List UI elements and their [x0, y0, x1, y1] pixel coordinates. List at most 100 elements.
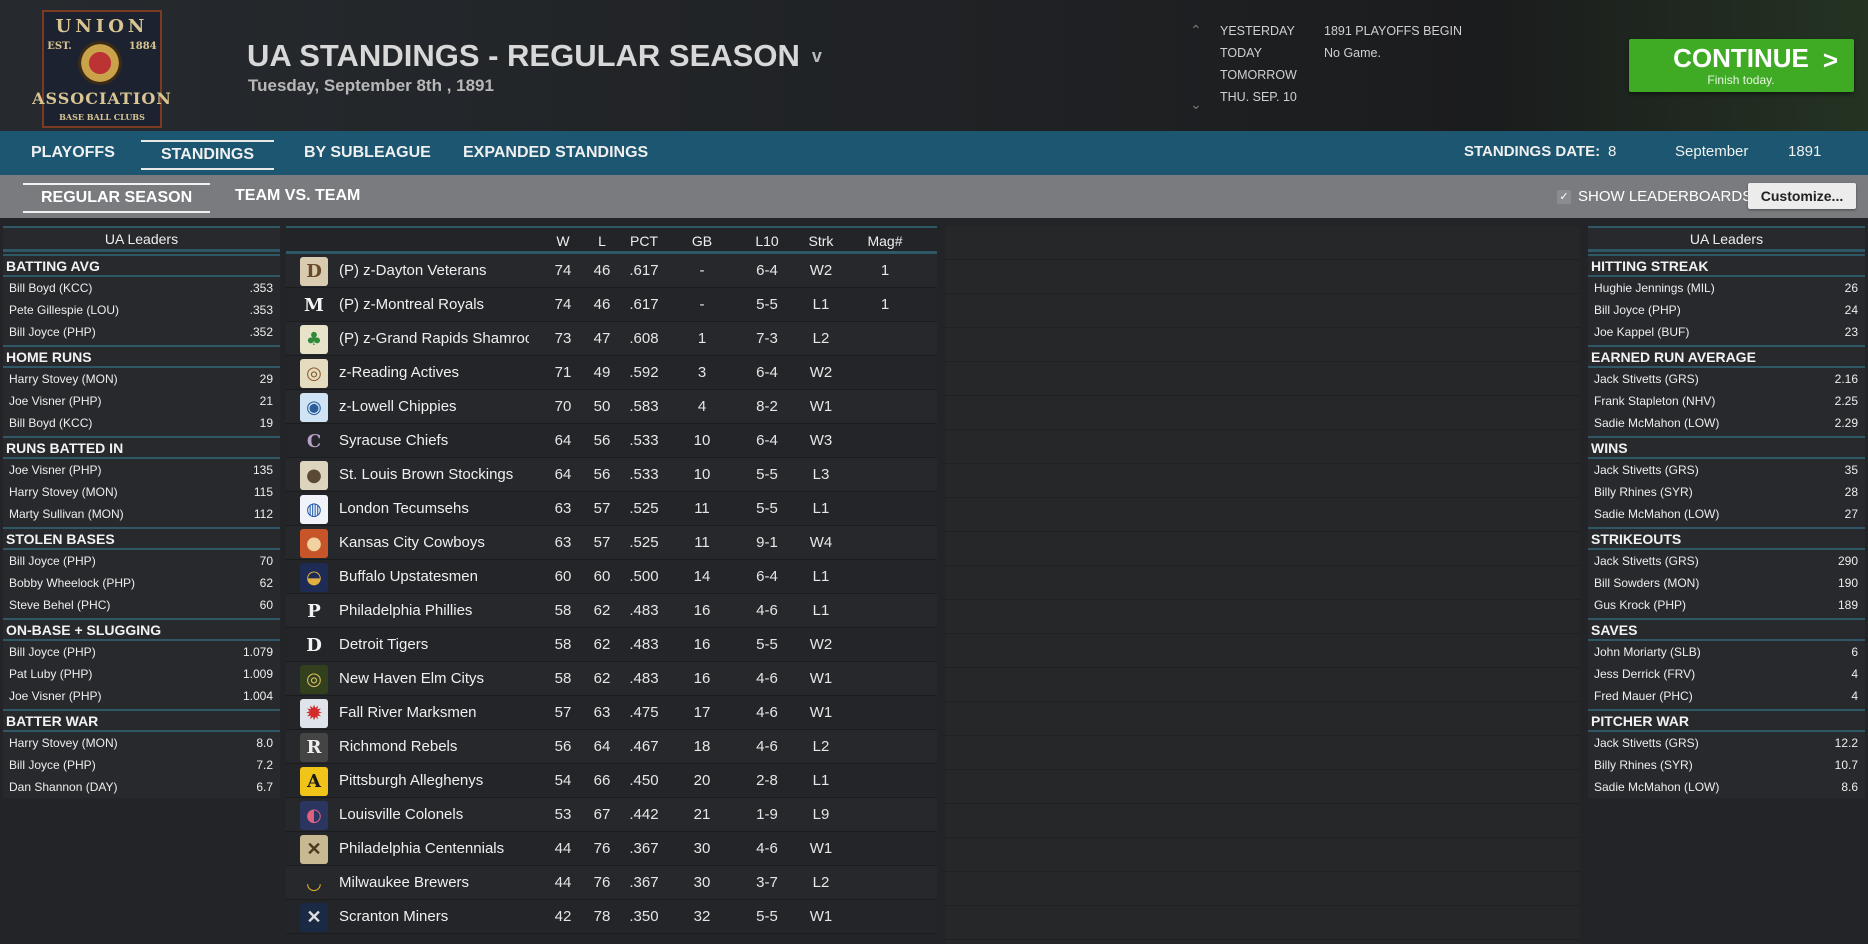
chevron-up-icon[interactable]: ⌃ — [1190, 22, 1202, 38]
team-name[interactable]: (P) z-Dayton Veterans — [339, 262, 487, 279]
team-name[interactable]: (P) z-Grand Rapids Shamrocks — [339, 330, 529, 347]
table-row[interactable]: D Detroit Tigers 58 62 .483 16 5-5 W2 — [286, 628, 937, 662]
column-header-l10[interactable]: L10 — [755, 233, 779, 249]
leader-row[interactable]: Fred Mauer (PHC) 4 — [1588, 685, 1865, 707]
leader-row[interactable]: Jack Stivetts (GRS) 290 — [1588, 550, 1865, 572]
leader-row[interactable]: Bill Sowders (MON) 190 — [1588, 572, 1865, 594]
subtab-regular-season[interactable]: REGULAR SEASON — [23, 183, 211, 213]
leader-row[interactable]: Sadie McMahon (LOW) 2.29 — [1588, 412, 1865, 434]
date-label-today[interactable]: TODAY — [1220, 46, 1262, 60]
table-row[interactable]: ♣ (P) z-Grand Rapids Shamrocks 73 47 .608 1 7-… — [286, 322, 937, 356]
team-name[interactable]: Scranton Miners — [339, 908, 449, 925]
continue-button[interactable]: CONTINUE Finish today. > — [1629, 39, 1854, 92]
tab-by-subleague[interactable]: BY SUBLEAGUE — [304, 144, 431, 161]
column-header-l[interactable]: L — [598, 233, 606, 249]
team-name[interactable]: z-Lowell Chippies — [339, 398, 457, 415]
leader-row[interactable]: Bobby Wheelock (PHP) 62 — [3, 572, 280, 594]
tab-standings[interactable]: STANDINGS — [141, 140, 275, 170]
table-row[interactable]: ● Kansas City Cowboys 63 57 .525 11 9-1 W4 — [286, 526, 937, 560]
leader-row[interactable]: Billy Rhines (SYR) 10.7 — [1588, 754, 1865, 776]
leader-row[interactable]: Bill Joyce (PHP) 7.2 — [3, 754, 280, 776]
leader-row[interactable]: Dan Shannon (DAY) 6.7 — [3, 776, 280, 798]
show-leaderboards-label[interactable]: SHOW LEADERBOARDS — [1578, 188, 1753, 205]
leader-row[interactable]: Harry Stovey (MON) 29 — [3, 368, 280, 390]
leader-row[interactable]: Jack Stivetts (GRS) 2.16 — [1588, 368, 1865, 390]
leader-row[interactable]: Bill Joyce (PHP) 1.079 — [3, 641, 280, 663]
table-row[interactable]: M (P) z-Montreal Royals 74 46 .617 - 5-5 L1 1 — [286, 288, 937, 322]
leader-row[interactable]: Bill Boyd (KCC) .353 — [3, 277, 280, 299]
team-name[interactable]: Kansas City Cowboys — [339, 534, 485, 551]
chevron-down-icon[interactable]: v — [811, 45, 822, 66]
leader-row[interactable]: John Moriarty (SLB) 6 — [1588, 641, 1865, 663]
date-label-tomorrow[interactable]: TOMORROW — [1220, 68, 1297, 82]
leader-row[interactable]: Sadie McMahon (LOW) 8.6 — [1588, 776, 1865, 798]
table-row[interactable]: ◡ Milwaukee Brewers 44 76 .367 30 3-7 L2 — [286, 866, 937, 900]
leader-row[interactable]: Harry Stovey (MON) 115 — [3, 481, 280, 503]
leader-row[interactable]: Frank Stapleton (NHV) 2.25 — [1588, 390, 1865, 412]
table-row[interactable]: D (P) z-Dayton Veterans 74 46 .617 - 6-4 W2 1 — [286, 254, 937, 288]
column-header-mag-num[interactable]: Mag# — [867, 233, 903, 249]
leader-row[interactable]: Billy Rhines (SYR) 28 — [1588, 481, 1865, 503]
leader-row[interactable]: Steve Behel (PHC) 60 — [3, 594, 280, 616]
subtab-team-vs-team[interactable]: TEAM VS. TEAM — [235, 187, 361, 204]
table-row[interactable]: ◍ London Tecumsehs 63 57 .525 11 5-5 L1 — [286, 492, 937, 526]
team-name[interactable]: London Tecumsehs — [339, 500, 469, 517]
table-row[interactable]: C Syracuse Chiefs 64 56 .533 10 6-4 W3 — [286, 424, 937, 458]
column-header-w[interactable]: W — [556, 233, 570, 249]
standings-date-day[interactable]: 8 — [1608, 143, 1617, 160]
team-name[interactable]: Milwaukee Brewers — [339, 874, 470, 891]
team-name[interactable]: Syracuse Chiefs — [339, 432, 449, 449]
leader-row[interactable]: Bill Joyce (PHP) 70 — [3, 550, 280, 572]
column-header-pct[interactable]: PCT — [630, 233, 658, 249]
team-name[interactable]: Philadelphia Centennials — [339, 840, 505, 857]
team-name[interactable]: z-Reading Actives — [339, 364, 460, 381]
team-name[interactable]: Pittsburgh Alleghenys — [339, 772, 484, 789]
leader-row[interactable]: Gus Krock (PHP) 189 — [1588, 594, 1865, 616]
tab-expanded-standings[interactable]: EXPANDED STANDINGS — [463, 144, 649, 161]
table-row[interactable]: ● St. Louis Brown Stockings 64 56 .533 10 5-5 L… — [286, 458, 937, 492]
standings-date-month[interactable]: September — [1675, 143, 1749, 160]
page-title-dropdown[interactable]: UA STANDINGS - REGULAR SEASON v — [247, 38, 822, 74]
tab-playoffs[interactable]: PLAYOFFS — [31, 144, 115, 161]
column-header-gb[interactable]: GB — [691, 233, 713, 249]
team-name[interactable]: St. Louis Brown Stockings — [339, 466, 514, 483]
leader-row[interactable]: Harry Stovey (MON) 8.0 — [3, 732, 280, 754]
customize-button[interactable]: Customize... — [1748, 183, 1856, 209]
show-leaderboards-checkbox[interactable]: ✓ — [1557, 190, 1571, 204]
table-row[interactable]: ◐ Louisville Colonels 53 67 .442 21 1-9 L9 — [286, 798, 937, 832]
team-name[interactable]: Philadelphia Phillies — [339, 602, 473, 619]
date-label-yesterday[interactable]: YESTERDAY — [1220, 24, 1295, 38]
team-name[interactable]: Buffalo Upstatesmen — [339, 568, 478, 585]
leader-row[interactable]: Marty Sullivan (MON) 112 — [3, 503, 280, 525]
team-name[interactable]: (P) z-Montreal Royals — [339, 296, 485, 313]
leader-row[interactable]: Joe Visner (PHP) 135 — [3, 459, 280, 481]
leader-row[interactable]: Jack Stivetts (GRS) 35 — [1588, 459, 1865, 481]
table-row[interactable]: R Richmond Rebels 56 64 .467 18 4-6 L2 — [286, 730, 937, 764]
column-header-strk[interactable]: Strk — [808, 233, 834, 249]
leader-row[interactable]: Pat Luby (PHP) 1.009 — [3, 663, 280, 685]
table-row[interactable]: ✹ Fall River Marksmen 57 63 .475 17 4-6 W1 — [286, 696, 937, 730]
leader-row[interactable]: Hughie Jennings (MIL) 26 — [1588, 277, 1865, 299]
table-row[interactable]: ✕ Philadelphia Centennials 44 76 .367 30 4-6 W1 — [286, 832, 937, 866]
team-name[interactable]: Richmond Rebels — [339, 738, 458, 755]
table-row[interactable]: A Pittsburgh Alleghenys 54 66 .450 20 2-8 L1 — [286, 764, 937, 798]
chevron-down-icon[interactable]: ⌄ — [1190, 96, 1202, 112]
table-row[interactable]: ◉ z-Lowell Chippies 70 50 .583 4 8-2 W1 — [286, 390, 937, 424]
table-row[interactable]: ✕ Scranton Miners 42 78 .350 32 5-5 W1 — [286, 900, 937, 934]
leader-row[interactable]: Joe Visner (PHP) 1.004 — [3, 685, 280, 707]
leader-row[interactable]: Joe Visner (PHP) 21 — [3, 390, 280, 412]
table-row[interactable]: ◎ New Haven Elm Citys 58 62 .483 16 4-6 W1 — [286, 662, 937, 696]
leader-row[interactable]: Pete Gillespie (LOU) .353 — [3, 299, 280, 321]
date-label-next[interactable]: THU. SEP. 10 — [1220, 90, 1297, 104]
leader-row[interactable]: Bill Joyce (PHP) 24 — [1588, 299, 1865, 321]
standings-date-year[interactable]: 1891 — [1788, 143, 1822, 160]
leader-row[interactable]: Jack Stivetts (GRS) 12.2 — [1588, 732, 1865, 754]
table-row[interactable]: ◒ Buffalo Upstatesmen 60 60 .500 14 6-4 L1 — [286, 560, 937, 594]
team-name[interactable]: Louisville Colonels — [339, 806, 464, 823]
leader-row[interactable]: Bill Joyce (PHP) .352 — [3, 321, 280, 343]
table-row[interactable]: ◎ z-Reading Actives 71 49 .592 3 6-4 W2 — [286, 356, 937, 390]
leader-row[interactable]: Sadie McMahon (LOW) 27 — [1588, 503, 1865, 525]
team-name[interactable]: Detroit Tigers — [339, 636, 429, 653]
leader-row[interactable]: Bill Boyd (KCC) 19 — [3, 412, 280, 434]
leader-row[interactable]: Joe Kappel (BUF) 23 — [1588, 321, 1865, 343]
